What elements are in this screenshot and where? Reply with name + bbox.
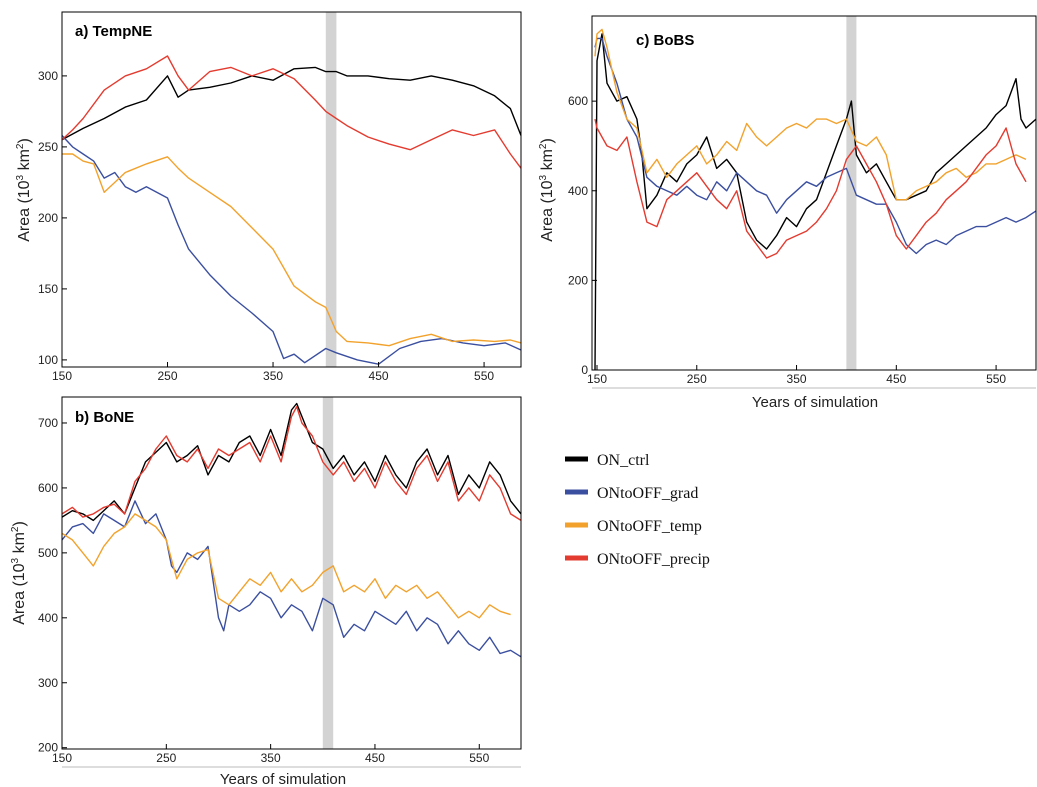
- series-line-c-ontooff-precip: [594, 118, 1027, 259]
- ticks-a: 150 250 350 450 550 100 150 200 250 300: [38, 69, 494, 383]
- highlight-band-c: [846, 16, 857, 370]
- x-tick-label-b-350: 350: [261, 751, 281, 765]
- y-tick-label-b-300: 300: [38, 676, 58, 690]
- panel-title-a: a) TempNE: [75, 23, 152, 40]
- highlight-band-a: [325, 12, 337, 367]
- x-tick-label-c-350: 350: [787, 372, 807, 386]
- y-tick-label-c-0: 0: [581, 363, 588, 377]
- series-line-a-on-ctrl: [61, 66, 522, 141]
- series-line-a-ontooff-precip: [61, 55, 522, 169]
- y-tick-label-b-600: 600: [38, 481, 58, 495]
- y-tick-label-a-200: 200: [38, 211, 58, 225]
- x-tick-label-b-550: 550: [469, 751, 489, 765]
- x-tick-label-a-350: 350: [263, 369, 283, 383]
- y-tick-label-c-200: 200: [568, 273, 588, 287]
- series-line-b-ontooff-temp: [61, 513, 511, 619]
- x-axis-label-b: Years of simulation: [220, 771, 346, 787]
- ticks-c: 150 250 350 450 550 0 200 400 600: [568, 94, 1006, 386]
- plot-frame-c: [591, 15, 1037, 371]
- x-tick-label-a-550: 550: [474, 369, 494, 383]
- legend-label-ontooff-grad: ONtoOFF_grad: [597, 485, 698, 502]
- y-tick-label-c-600: 600: [568, 94, 588, 108]
- panel-c-bobs: c) BoBS 150 250 350 450 550 0 200 400 600 Years …: [538, 15, 1037, 411]
- x-tick-label-c-250: 250: [687, 372, 707, 386]
- series-line-b-ontooff-precip: [61, 406, 522, 521]
- y-tick-label-a-150: 150: [38, 282, 58, 296]
- legend-label-ontooff-precip: ONtoOFF_precip: [597, 551, 710, 568]
- y-tick-label-b-500: 500: [38, 546, 58, 560]
- x-tick-label-c-550: 550: [986, 372, 1006, 386]
- ticks-b: 150 250 350 450 550 200 300 400 500 600 700: [38, 416, 490, 765]
- series-line-c-on-ctrl: [594, 33, 1037, 371]
- series-lines-b: [61, 402, 522, 658]
- x-tick-label-a-250: 250: [158, 369, 178, 383]
- y-tick-label-c-400: 400: [568, 184, 588, 198]
- plot-frame-a: [61, 11, 522, 368]
- x-tick-label-b-450: 450: [365, 751, 385, 765]
- y-tick-label-b-700: 700: [38, 416, 58, 430]
- series-lines-c: [594, 28, 1037, 371]
- x-tick-label-b-150: 150: [52, 751, 72, 765]
- x-tick-label-a-150: 150: [52, 369, 72, 383]
- highlight-band-b: [322, 397, 334, 749]
- y-axis-label-a: Area (103 km2): [15, 138, 33, 242]
- legend-label-ontooff-temp: ONtoOFF_temp: [597, 518, 702, 535]
- plot-frame-b: [61, 396, 522, 750]
- y-tick-label-b-200: 200: [38, 741, 58, 755]
- panel-a-tempne: a) TempNE 150 250 350 450 550 100 150 200 250 300…: [15, 11, 522, 383]
- legend: ON_ctrl ONtoOFF_grad ONtoOFF_temp ONtoOF…: [565, 452, 710, 568]
- legend-label-on-ctrl: ON_ctrl: [597, 452, 650, 469]
- y-tick-label-b-400: 400: [38, 611, 58, 625]
- x-tick-label-c-450: 450: [886, 372, 906, 386]
- y-axis-label-b: Area (103 km2): [10, 521, 28, 625]
- x-tick-label-c-150: 150: [587, 372, 607, 386]
- y-tick-label-a-300: 300: [38, 69, 58, 83]
- y-tick-label-a-250: 250: [38, 140, 58, 154]
- x-tick-label-b-250: 250: [156, 751, 176, 765]
- series-line-c-ontooff-temp: [594, 28, 1027, 201]
- panel-title-b: b) BoNE: [75, 409, 134, 426]
- series-line-a-ontooff-grad: [61, 135, 522, 365]
- panel-title-c: c) BoBS: [636, 32, 694, 49]
- y-axis-label-c: Area (103 km2): [538, 138, 556, 242]
- x-axis-label-c: Years of simulation: [752, 394, 878, 411]
- x-tick-label-a-450: 450: [369, 369, 389, 383]
- series-line-b-ontooff-grad: [61, 500, 522, 658]
- series-lines-a: [61, 55, 522, 365]
- panel-b-bone: b) BoNE 150 250 350 450 550 200 300 400 500 600 70…: [10, 396, 522, 787]
- series-line-a-ontooff-temp: [62, 153, 522, 347]
- series-line-c-ontooff-grad: [594, 37, 1037, 255]
- y-tick-label-a-100: 100: [38, 353, 58, 367]
